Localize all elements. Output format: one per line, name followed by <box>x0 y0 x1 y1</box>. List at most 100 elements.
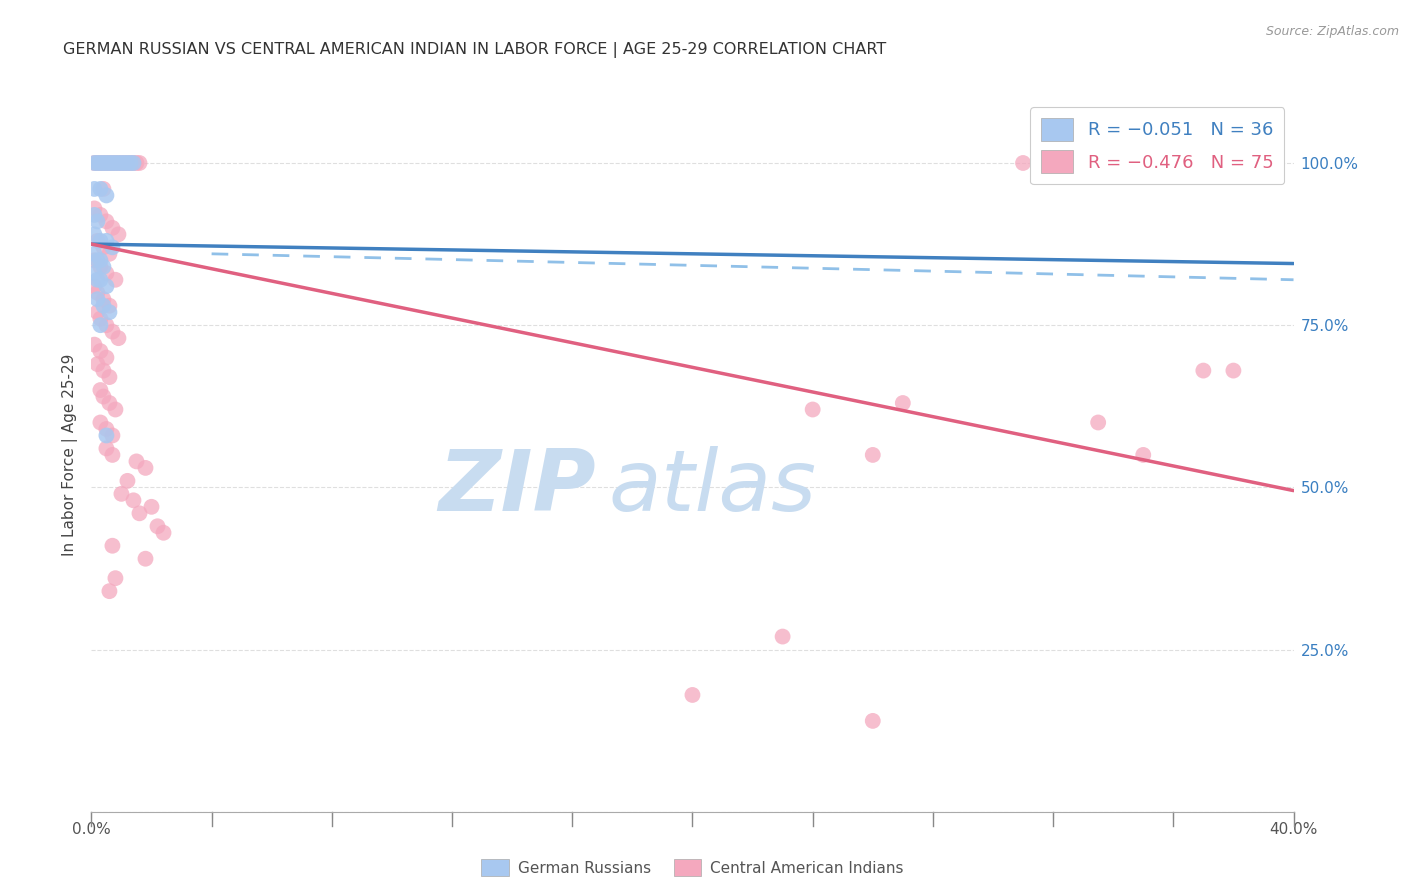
Point <box>141 500 163 514</box>
Point <box>83 247 105 261</box>
Point <box>86 285 108 300</box>
Point <box>117 156 139 170</box>
Point <box>128 156 150 170</box>
Point <box>86 357 108 371</box>
Text: ZIP: ZIP <box>439 445 596 529</box>
Point <box>89 344 111 359</box>
Point <box>104 156 127 170</box>
Point <box>107 156 129 170</box>
Point <box>93 240 115 254</box>
Point <box>96 234 118 248</box>
Point <box>1222 363 1244 377</box>
Point <box>122 493 145 508</box>
Point <box>86 214 108 228</box>
Point <box>98 370 121 384</box>
Point <box>128 506 150 520</box>
Point <box>86 156 108 170</box>
Point <box>104 156 127 170</box>
Point <box>801 402 824 417</box>
Point <box>117 156 139 170</box>
Point <box>83 202 105 216</box>
Point <box>86 253 108 268</box>
Point <box>89 253 111 268</box>
Point <box>110 156 132 170</box>
Point <box>93 363 115 377</box>
Point <box>1132 448 1154 462</box>
Point <box>98 584 121 599</box>
Point <box>122 156 145 170</box>
Point <box>96 428 118 442</box>
Point <box>93 299 115 313</box>
Point <box>96 422 118 436</box>
Point <box>101 539 124 553</box>
Point <box>96 156 118 170</box>
Point <box>89 260 111 274</box>
Point <box>125 454 148 468</box>
Point <box>891 396 914 410</box>
Point <box>1012 156 1035 170</box>
Point <box>122 156 145 170</box>
Point <box>120 156 142 170</box>
Point <box>114 156 136 170</box>
Point <box>93 182 115 196</box>
Point <box>86 292 108 306</box>
Point <box>96 318 118 333</box>
Point <box>96 279 118 293</box>
Point <box>93 156 115 170</box>
Point <box>104 571 127 585</box>
Point <box>89 234 111 248</box>
Point <box>89 273 111 287</box>
Point <box>104 402 127 417</box>
Point <box>83 253 105 268</box>
Point <box>93 156 115 170</box>
Point <box>101 220 124 235</box>
Point <box>93 390 115 404</box>
Point <box>86 273 108 287</box>
Point <box>89 156 111 170</box>
Point <box>83 156 105 170</box>
Point <box>93 260 115 274</box>
Point <box>96 188 118 202</box>
Point <box>83 227 105 242</box>
Point <box>101 448 124 462</box>
Point <box>772 630 794 644</box>
Point <box>83 156 105 170</box>
Point <box>83 279 105 293</box>
Point <box>96 266 118 280</box>
Point <box>862 448 884 462</box>
Point <box>86 234 108 248</box>
Point <box>89 318 111 333</box>
Point <box>101 325 124 339</box>
Point <box>125 156 148 170</box>
Point <box>117 474 139 488</box>
Point <box>83 208 105 222</box>
Text: GERMAN RUSSIAN VS CENTRAL AMERICAN INDIAN IN LABOR FORCE | AGE 25-29 CORRELATION: GERMAN RUSSIAN VS CENTRAL AMERICAN INDIA… <box>63 42 887 58</box>
Point <box>98 247 121 261</box>
Point <box>107 331 129 345</box>
Point <box>93 292 115 306</box>
Point <box>1087 416 1109 430</box>
Point <box>107 227 129 242</box>
Point <box>83 182 105 196</box>
Point <box>86 305 108 319</box>
Point <box>1192 363 1215 377</box>
Point <box>114 156 136 170</box>
Point <box>104 273 127 287</box>
Point <box>101 428 124 442</box>
Point <box>89 311 111 326</box>
Point <box>98 299 121 313</box>
Point <box>101 240 124 254</box>
Point <box>98 156 121 170</box>
Point <box>146 519 169 533</box>
Point <box>862 714 884 728</box>
Point <box>96 214 118 228</box>
Point <box>101 156 124 170</box>
Text: atlas: atlas <box>609 445 817 529</box>
Point <box>89 416 111 430</box>
Point <box>681 688 703 702</box>
Point <box>110 156 132 170</box>
Point <box>96 351 118 365</box>
Point <box>96 442 118 456</box>
Y-axis label: In Labor Force | Age 25-29: In Labor Force | Age 25-29 <box>62 354 79 556</box>
Point <box>98 156 121 170</box>
